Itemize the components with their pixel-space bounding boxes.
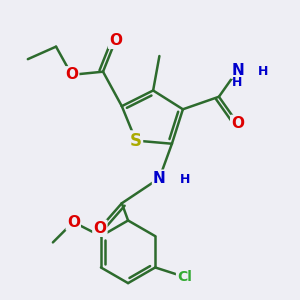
Text: N: N (153, 171, 166, 186)
Text: N: N (231, 63, 244, 78)
Text: S: S (130, 132, 142, 150)
Text: H: H (180, 173, 190, 186)
Text: O: O (109, 33, 122, 48)
Text: H: H (258, 65, 268, 78)
Text: H: H (232, 76, 242, 88)
Text: O: O (67, 214, 80, 230)
Text: O: O (231, 116, 244, 131)
Text: O: O (93, 221, 106, 236)
Text: Cl: Cl (177, 270, 192, 284)
Text: O: O (65, 67, 78, 82)
